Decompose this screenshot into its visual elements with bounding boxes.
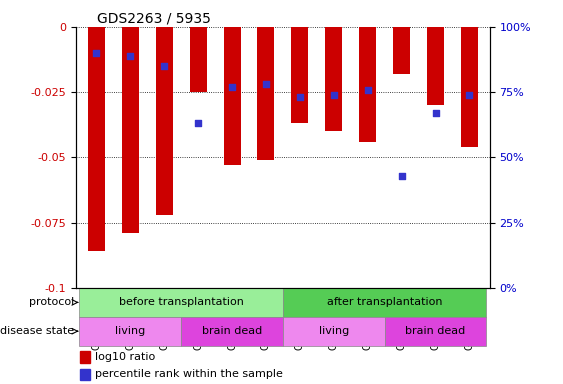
- Point: [261, 81, 270, 88]
- Bar: [461, 27, 478, 147]
- Point: [296, 94, 305, 101]
- Point: [227, 84, 236, 90]
- Point: [194, 121, 203, 127]
- Text: GDS2263 / 5935: GDS2263 / 5935: [97, 12, 211, 26]
- Bar: [359, 27, 376, 142]
- Point: [431, 110, 440, 116]
- Text: log10 ratio: log10 ratio: [95, 352, 155, 362]
- Point: [465, 92, 474, 98]
- Bar: [181, 317, 283, 346]
- Point: [92, 50, 101, 56]
- Bar: [156, 27, 173, 215]
- Bar: [80, 369, 91, 380]
- Text: brain dead: brain dead: [405, 326, 466, 336]
- Bar: [283, 288, 486, 317]
- Text: before transplantation: before transplantation: [119, 297, 244, 308]
- Bar: [393, 27, 410, 74]
- Point: [363, 86, 372, 93]
- Bar: [292, 27, 309, 124]
- Bar: [79, 288, 283, 317]
- Bar: [88, 27, 105, 252]
- Point: [329, 92, 338, 98]
- Bar: [257, 27, 274, 160]
- Text: living: living: [115, 326, 145, 336]
- Bar: [325, 27, 342, 131]
- Bar: [283, 317, 385, 346]
- Bar: [80, 351, 91, 363]
- Bar: [224, 27, 240, 165]
- Bar: [122, 27, 138, 233]
- Point: [126, 53, 135, 59]
- Point: [397, 173, 406, 179]
- Text: after transplantation: after transplantation: [327, 297, 443, 308]
- Bar: [79, 317, 181, 346]
- Text: living: living: [319, 326, 349, 336]
- Text: disease state: disease state: [0, 326, 74, 336]
- Text: brain dead: brain dead: [202, 326, 262, 336]
- Bar: [190, 27, 207, 92]
- Text: protocol: protocol: [29, 297, 74, 308]
- Bar: [427, 27, 444, 105]
- Bar: [385, 317, 486, 346]
- Point: [160, 63, 169, 69]
- Text: percentile rank within the sample: percentile rank within the sample: [95, 369, 283, 379]
